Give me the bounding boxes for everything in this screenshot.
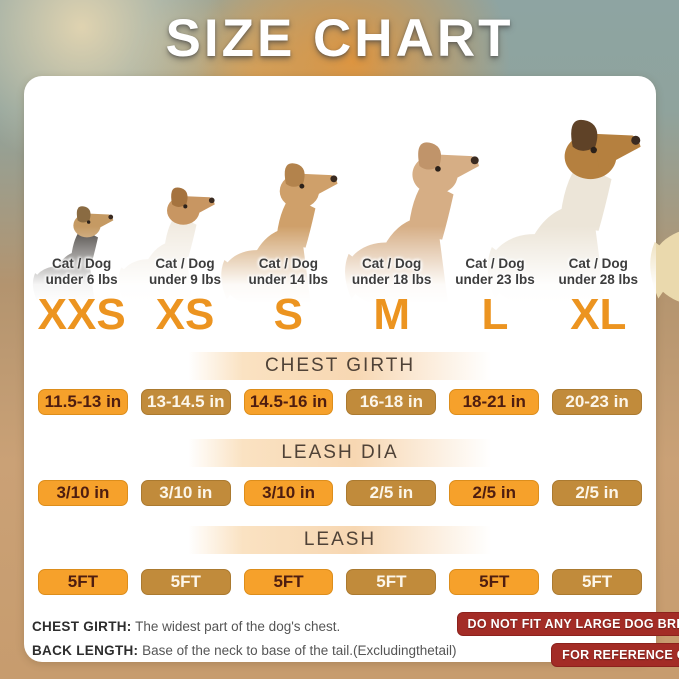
section-header-leash-dia: LEASH DIA bbox=[188, 439, 492, 467]
leash-dia-value-row: 3/10 in 3/10 in 3/10 in 2/5 in 2/5 in 2/… bbox=[24, 480, 656, 506]
warning-badge-large-breeds: DO NOT FIT ANY LARGE DOG BREEDS bbox=[456, 612, 679, 636]
chest-girth-value: 11.5-13 in bbox=[38, 389, 128, 415]
chest-girth-value: 13-14.5 in bbox=[140, 389, 231, 415]
page-title: SIZE CHART bbox=[165, 9, 514, 68]
leash-dia-value: 3/10 in bbox=[38, 480, 128, 506]
leash-dia-value: 2/5 in bbox=[346, 480, 437, 506]
warning-badges: DO NOT FIT ANY LARGE DOG BREEDS FOR REFE… bbox=[456, 610, 679, 667]
section-header-label: LEASH DIA bbox=[281, 442, 399, 463]
pet-weight-label: Cat / Dog under 28 lbs bbox=[558, 256, 639, 287]
section-header-label: CHEST GIRTH bbox=[264, 355, 416, 376]
size-letter-row: XXS XS S M L XL bbox=[24, 290, 656, 340]
section-header-label: LEASH bbox=[303, 529, 377, 550]
note-label: CHEST GIRTH: bbox=[32, 619, 132, 634]
leash-value: 5FT bbox=[449, 569, 540, 595]
section-header-chest-girth: CHEST GIRTH bbox=[188, 352, 492, 380]
pet-weight-label: Cat / Dog under 18 lbs bbox=[351, 256, 432, 287]
leash-value: 5FT bbox=[140, 569, 231, 595]
note-text: Base of the neck to base of the tail.(Ex… bbox=[138, 643, 457, 658]
measurement-notes: CHEST GIRTH: The widest part of the dog'… bbox=[32, 610, 457, 658]
pet-weight-label: Cat / Dog under 14 lbs bbox=[248, 256, 329, 287]
pet-weight-label: Cat / Dog under 6 lbs bbox=[45, 256, 118, 287]
note-chest-girth: CHEST GIRTH: The widest part of the dog'… bbox=[32, 619, 457, 634]
note-label: BACK LENGTH: bbox=[32, 643, 139, 658]
leash-value: 5FT bbox=[38, 569, 128, 595]
leash-value: 5FT bbox=[346, 569, 437, 595]
chest-girth-value: 14.5-16 in bbox=[243, 389, 334, 415]
chest-girth-value-row: 11.5-13 in 13-14.5 in 14.5-16 in 16-18 i… bbox=[24, 389, 656, 415]
leash-value: 5FT bbox=[552, 569, 642, 595]
chest-girth-value: 16-18 in bbox=[346, 389, 437, 415]
leash-value: 5FT bbox=[243, 569, 334, 595]
leash-dia-value: 2/5 in bbox=[449, 480, 540, 506]
size-chart-card: Cat / Dog under 6 lbs Cat / Dog under 9 lb… bbox=[24, 76, 679, 667]
pet-weight-label: Cat / Dog under 9 lbs bbox=[148, 256, 221, 287]
footer: CHEST GIRTH: The widest part of the dog'… bbox=[24, 610, 679, 667]
size-letter: XXS bbox=[37, 290, 126, 339]
leash-dia-value: 2/5 in bbox=[552, 480, 642, 506]
warning-badge-reference-only: FOR REFERENCE ONLY bbox=[551, 643, 679, 667]
note-back-length: BACK LENGTH: Base of the neck to base of… bbox=[32, 643, 457, 658]
chest-girth-value: 20-23 in bbox=[552, 389, 642, 415]
section-header-leash: LEASH bbox=[188, 526, 492, 554]
size-letter: XS bbox=[155, 290, 215, 339]
chest-girth-value: 18-21 in bbox=[449, 389, 540, 415]
size-letter: L bbox=[481, 290, 509, 339]
leash-value-row: 5FT 5FT 5FT 5FT 5FT 5FT bbox=[24, 569, 656, 595]
pet-weight-row: Cat / Dog under 6 lbs Cat / Dog under 9 lb… bbox=[24, 256, 656, 288]
pet-weight-label: Cat / Dog under 23 lbs bbox=[455, 256, 535, 287]
size-letter: XL bbox=[570, 290, 627, 339]
leash-dia-value: 3/10 in bbox=[243, 480, 334, 506]
photo-white-fade bbox=[24, 226, 656, 304]
note-text: The widest part of the dog's chest. bbox=[131, 619, 341, 634]
leash-dia-value: 3/10 in bbox=[140, 480, 231, 506]
size-letter: S bbox=[273, 290, 303, 339]
size-letter: M bbox=[373, 290, 410, 339]
